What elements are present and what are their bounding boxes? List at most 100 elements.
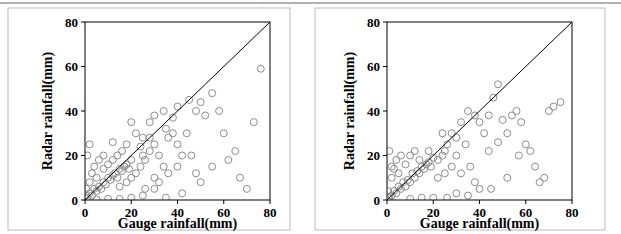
panel-frame (8, 8, 290, 230)
point (458, 119, 465, 126)
point (116, 183, 123, 190)
point (522, 141, 529, 148)
point (119, 148, 126, 155)
point (495, 139, 502, 146)
point (193, 108, 200, 115)
y-tick (81, 22, 85, 23)
point (142, 185, 149, 192)
point (411, 148, 418, 155)
point (499, 116, 506, 123)
point (515, 152, 522, 159)
point (209, 90, 216, 97)
x-tick (525, 200, 526, 204)
x-tick (433, 200, 434, 204)
point (114, 152, 121, 159)
point (128, 119, 135, 126)
point (139, 134, 146, 141)
point (162, 194, 169, 200)
point (441, 170, 448, 177)
point (481, 130, 488, 137)
axes-frame (85, 22, 270, 200)
chart: 020406080020406080Gauge rainfall(mm)Rada… (8, 8, 290, 232)
point (387, 148, 393, 155)
point (197, 179, 204, 186)
point (86, 179, 93, 186)
point (95, 156, 102, 163)
x-tick-label: 0 (82, 205, 89, 220)
point (179, 190, 186, 197)
point (137, 163, 144, 170)
point (536, 179, 543, 186)
point (471, 179, 478, 186)
x-axis-label: Gauge rainfall(mm) (420, 216, 540, 232)
y-axis-label: Radar rainfall(mm) (342, 51, 358, 170)
point (139, 192, 146, 199)
point (151, 185, 158, 192)
y-tick (383, 66, 387, 67)
point (476, 119, 483, 126)
y-tick (383, 200, 387, 201)
point (504, 174, 511, 181)
x-tick (572, 200, 573, 204)
y-axis-label: Radar rainfall(mm) (40, 51, 56, 170)
x-tick-label: 80 (566, 205, 579, 220)
point (156, 179, 163, 186)
point (114, 174, 121, 181)
point (550, 103, 557, 110)
point (151, 112, 158, 119)
point (402, 161, 409, 168)
y-tick-label: 80 (367, 15, 380, 30)
x-tick (85, 200, 86, 204)
y-tick (81, 200, 85, 201)
point (557, 99, 564, 106)
point (453, 190, 460, 197)
point (109, 156, 116, 163)
point (142, 156, 149, 163)
point (393, 156, 400, 163)
point (495, 81, 502, 88)
x-tick (270, 200, 271, 204)
point (209, 163, 216, 170)
point (132, 130, 139, 137)
y-tick-label: 0 (72, 193, 79, 208)
point (165, 170, 172, 177)
point (476, 185, 483, 192)
point (425, 148, 432, 155)
point (188, 152, 195, 159)
point (162, 125, 169, 132)
point (160, 163, 167, 170)
plot-area (85, 22, 270, 200)
top-rule (0, 3, 621, 4)
point (151, 174, 158, 181)
point (257, 65, 264, 72)
y-tick (383, 111, 387, 112)
point (388, 163, 395, 170)
point (183, 130, 190, 137)
chart: 020406080020406080Gauge rainfall(mm)Rada… (315, 8, 605, 232)
point (179, 152, 186, 159)
y-tick-label: 60 (367, 59, 380, 74)
point (225, 156, 232, 163)
point (109, 139, 116, 146)
point (527, 148, 534, 155)
point (93, 196, 100, 200)
plot-area (387, 22, 572, 200)
point (160, 108, 167, 115)
y-tick-label: 40 (65, 104, 78, 119)
point (513, 108, 520, 115)
x-tick (387, 200, 388, 204)
point (427, 163, 434, 170)
point (430, 194, 437, 200)
point (485, 148, 492, 155)
point (123, 179, 130, 186)
point (232, 148, 239, 155)
point (165, 134, 172, 141)
one-to-one-line (85, 22, 270, 200)
point (453, 152, 460, 159)
y-tick-label: 20 (65, 148, 78, 163)
point (504, 130, 511, 137)
x-tick-label: 80 (264, 205, 277, 220)
point (508, 112, 515, 119)
point (464, 192, 471, 199)
x-tick (479, 200, 480, 204)
